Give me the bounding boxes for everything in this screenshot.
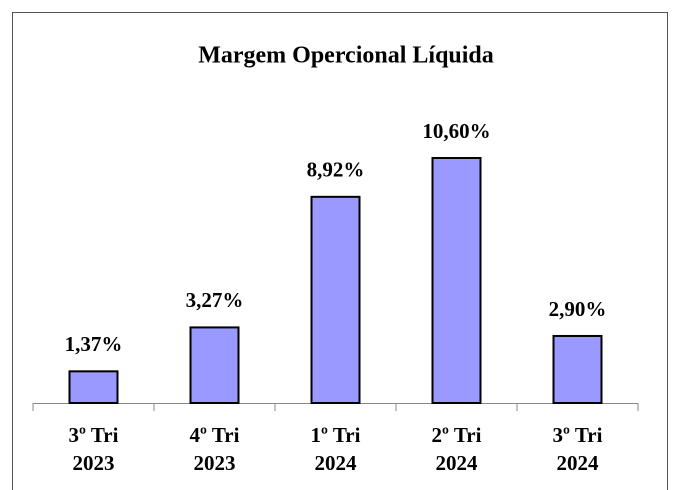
x-tick-label: 2023 <box>194 451 236 475</box>
data-label: 3,27% <box>186 288 244 312</box>
data-label: 8,92% <box>307 158 365 182</box>
bar <box>189 326 240 404</box>
x-tick-label: 2024 <box>557 451 600 475</box>
data-label: 2,90% <box>549 297 607 321</box>
bar <box>68 370 119 404</box>
x-tick-label: 4º Tri <box>190 423 240 447</box>
x-tick-label: 2024 <box>436 451 479 475</box>
x-tick-label: 2º Tri <box>432 423 482 447</box>
x-tick-label: 3º Tri <box>69 423 119 447</box>
data-label: 10,60% <box>422 119 490 143</box>
bar <box>552 334 603 405</box>
data-label: 1,37% <box>65 332 123 356</box>
x-tick-label: 2024 <box>315 451 358 475</box>
bar <box>310 195 361 404</box>
chart-title: Margem Opercional Líquida <box>198 43 494 69</box>
x-tick-label: 2023 <box>73 451 115 475</box>
bar <box>431 157 482 404</box>
x-tick-label: 3º Tri <box>553 423 603 447</box>
x-tick-label: 1º Tri <box>311 423 361 447</box>
